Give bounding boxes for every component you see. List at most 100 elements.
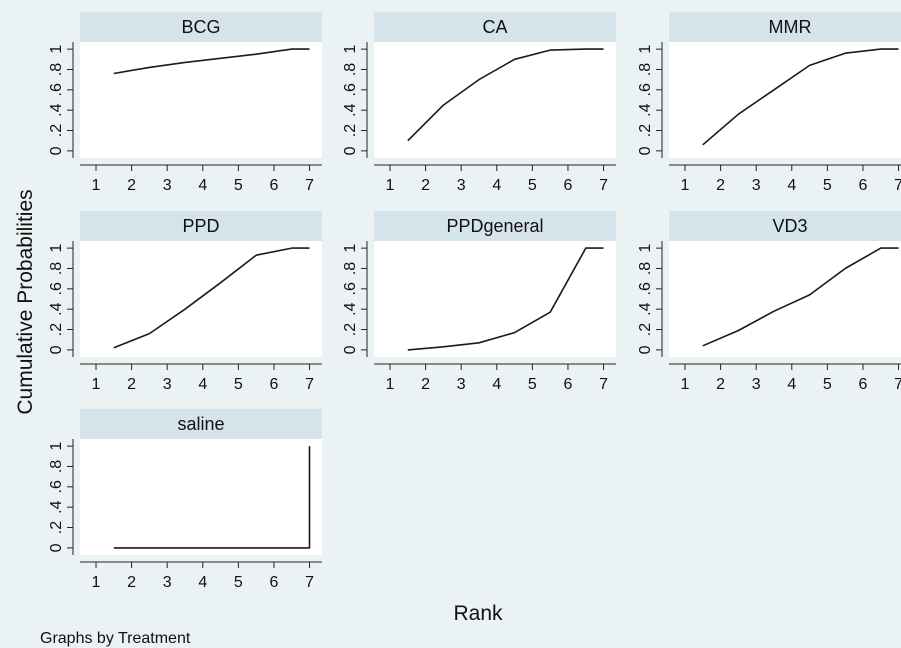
x-tick-label: 7 <box>599 376 608 393</box>
panel-title-strip <box>669 12 901 42</box>
y-tick-label: 1 <box>637 45 654 54</box>
x-tick-label: 5 <box>823 177 832 194</box>
y-tick-label: .2 <box>48 323 65 336</box>
x-tick-label: 7 <box>305 177 314 194</box>
panel-1: CA 0 .2 .4 .6 .8 1 1 2 3 4 5 6 7 <box>342 12 616 194</box>
panel-6: saline 0 .2 .4 .6 .8 1 1 2 3 4 5 6 7 <box>48 409 322 591</box>
x-tick-label: 5 <box>234 574 243 591</box>
series-line <box>702 247 899 347</box>
x-tick-label: 6 <box>270 376 279 393</box>
y-tick-label: 1 <box>48 442 65 451</box>
y-tick-label: .4 <box>48 302 65 315</box>
y-tick-label: .8 <box>48 460 65 473</box>
y-tick-label: 1 <box>342 45 359 54</box>
x-tick-label: 4 <box>492 376 501 393</box>
x-tick-label: 6 <box>564 376 573 393</box>
x-tick-label: 4 <box>198 177 207 194</box>
x-tick-label: 2 <box>716 177 725 194</box>
plot-area <box>374 42 616 158</box>
x-tick-label: 1 <box>92 574 101 591</box>
y-tick-label: .2 <box>48 521 65 534</box>
y-tick-label: 0 <box>342 146 359 155</box>
y-tick-label: 1 <box>48 244 65 253</box>
x-tick-label: 7 <box>305 376 314 393</box>
x-tick-label: 4 <box>492 177 501 194</box>
y-tick-label: 0 <box>48 146 65 155</box>
x-tick-label: 6 <box>564 177 573 194</box>
x-tick-label: 3 <box>163 177 172 194</box>
panel-3: PPD 0 .2 .4 .6 .8 1 1 2 3 4 5 6 7 <box>48 211 322 393</box>
panel-title: CA <box>482 17 507 37</box>
x-tick-label: 2 <box>127 177 136 194</box>
y-tick-label: .8 <box>48 63 65 76</box>
panel-2: MMR 0 .2 .4 .6 .8 1 1 2 3 4 5 6 7 <box>637 12 901 194</box>
series-line <box>113 446 311 549</box>
x-tick-label: 1 <box>681 376 690 393</box>
y-tick-label: .4 <box>637 103 654 116</box>
y-tick-label: .8 <box>48 262 65 275</box>
y-tick-label: 0 <box>48 345 65 354</box>
x-tick-label: 7 <box>599 177 608 194</box>
x-tick-label: 5 <box>528 177 537 194</box>
x-tick-label: 3 <box>752 177 761 194</box>
panel-title-strip <box>80 409 322 439</box>
y-tick-label: 1 <box>48 45 65 54</box>
y-tick-label: .2 <box>342 124 359 137</box>
y-tick-label: 0 <box>637 345 654 354</box>
y-tick-label: 1 <box>342 244 359 253</box>
y-tick-label: .4 <box>637 302 654 315</box>
plot-area <box>80 42 322 158</box>
panel-4: PPDgeneral 0 .2 .4 .6 .8 1 1 2 3 4 5 6 7 <box>342 211 616 393</box>
y-tick-label: .6 <box>48 282 65 295</box>
x-tick-label: 3 <box>457 177 466 194</box>
x-tick-label: 1 <box>681 177 690 194</box>
x-tick-label: 6 <box>859 177 868 194</box>
x-tick-label: 6 <box>270 574 279 591</box>
x-tick-label: 3 <box>752 376 761 393</box>
y-tick-label: .4 <box>342 302 359 315</box>
y-tick-label: .8 <box>342 262 359 275</box>
series-line <box>113 247 310 349</box>
panel-title: BCG <box>181 17 220 37</box>
panel-5: VD3 0 .2 .4 .6 .8 1 1 2 3 4 5 6 7 <box>637 211 901 393</box>
x-tick-label: 6 <box>270 177 279 194</box>
x-tick-label: 2 <box>127 376 136 393</box>
x-tick-label: 1 <box>92 376 101 393</box>
x-tick-label: 7 <box>894 177 901 194</box>
x-axis-label: Rank <box>453 602 503 625</box>
series-line <box>113 48 310 75</box>
x-tick-label: 2 <box>421 376 430 393</box>
x-tick-label: 3 <box>163 574 172 591</box>
x-tick-label: 7 <box>305 574 314 591</box>
x-tick-label: 5 <box>234 177 243 194</box>
y-tick-label: .6 <box>637 282 654 295</box>
x-tick-label: 2 <box>716 376 725 393</box>
plot-area <box>80 439 322 555</box>
y-tick-label: .8 <box>637 63 654 76</box>
x-tick-label: 2 <box>421 177 430 194</box>
plot-area <box>80 241 322 357</box>
series-line <box>407 247 604 351</box>
series-line <box>702 48 899 146</box>
x-tick-label: 5 <box>234 376 243 393</box>
panel-0: BCG 0 .2 .4 .6 .8 1 1 2 3 4 5 6 7 <box>48 12 322 194</box>
y-tick-label: .4 <box>48 103 65 116</box>
x-tick-label: 1 <box>386 177 395 194</box>
panel-title-strip <box>80 12 322 42</box>
panel-title: PPD <box>182 216 219 236</box>
panel-title-strip <box>80 211 322 241</box>
graphs-note: Graphs by Treatment <box>40 630 191 647</box>
y-tick-label: .8 <box>637 262 654 275</box>
y-tick-label: 0 <box>342 345 359 354</box>
panel-title-strip <box>669 211 901 241</box>
x-tick-label: 1 <box>386 376 395 393</box>
y-axis-label: Cumulative Probabilities <box>14 189 37 414</box>
series-line <box>407 48 604 142</box>
y-tick-label: .6 <box>48 83 65 96</box>
y-tick-label: .2 <box>342 323 359 336</box>
y-tick-label: .2 <box>637 323 654 336</box>
x-tick-label: 3 <box>163 376 172 393</box>
y-tick-label: 0 <box>48 543 65 552</box>
